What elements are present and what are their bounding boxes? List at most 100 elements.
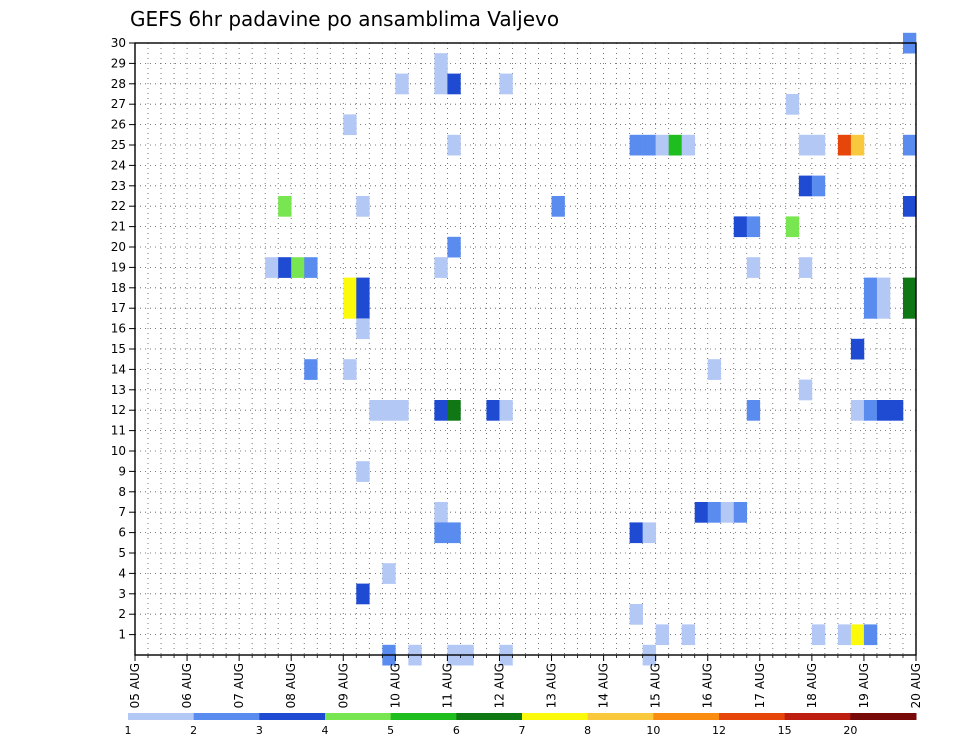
heatmap-cell: [733, 502, 748, 523]
heatmap-cell: [434, 400, 448, 421]
heatmap-cell: [902, 277, 917, 299]
heatmap-cell: [798, 379, 813, 401]
y-tick-label: 16: [111, 322, 126, 336]
heatmap-cell: [447, 400, 461, 421]
heatmap-cell: [447, 522, 461, 544]
colorbar-swatch: [325, 713, 392, 720]
colorbar-label: 12: [712, 724, 726, 737]
y-tick-label: 11: [111, 424, 126, 438]
colorbar-swatch: [456, 713, 523, 720]
heatmap-cell: [304, 257, 318, 278]
y-tick-label: 26: [111, 118, 126, 132]
y-tick-label: 20: [111, 240, 126, 254]
x-tick-label: 20 AUG: [909, 663, 923, 708]
heatmap-cell: [447, 236, 461, 258]
heatmap-cell: [902, 298, 917, 319]
heatmap-cell: [434, 522, 448, 544]
x-tick-label: 16 AUG: [701, 663, 715, 708]
x-tick-label: 09 AUG: [336, 663, 350, 708]
heatmap-cell: [304, 359, 318, 380]
heatmap-cell: [798, 134, 813, 156]
heatmap-cell: [837, 624, 852, 646]
heatmap-cell: [863, 400, 878, 421]
y-tick-label: 13: [111, 383, 126, 397]
heatmap-cell: [707, 359, 722, 380]
heatmap-cell: [811, 175, 826, 197]
heatmap-cell: [447, 73, 461, 95]
y-tick-label: 5: [118, 546, 126, 560]
colorbar-swatch: [784, 713, 851, 720]
heatmap-cell: [694, 502, 709, 523]
heatmap-cell: [863, 277, 878, 299]
x-tick-label: 06 AUG: [180, 663, 194, 708]
colorbar: 1 2 3 4 5 6 7 8 10 12 15 20: [125, 713, 917, 737]
y-tick-label: 21: [111, 220, 126, 234]
x-tick-label: 12 AUG: [492, 663, 506, 708]
y-tick-label: 14: [111, 362, 126, 376]
heatmap-cell: [798, 257, 813, 278]
y-tick-label: 3: [118, 587, 126, 601]
y-tick-label: 1: [118, 628, 126, 642]
heatmap-cell: [655, 624, 669, 646]
heatmap-cell: [876, 400, 891, 421]
colorbar-swatch: [522, 713, 589, 720]
colorbar-label: 15: [778, 724, 792, 737]
heatmap-cell: [499, 400, 513, 421]
heatmap-cell: [850, 134, 865, 156]
heatmap-cell: [642, 522, 656, 544]
y-tick-label: 4: [118, 566, 126, 580]
y-tick-label: 17: [111, 301, 126, 315]
heatmap-cell: [837, 134, 852, 156]
heatmap-cell: [733, 216, 748, 238]
grid: [135, 43, 916, 655]
heatmap-cell: [850, 624, 865, 646]
heatmap-cell: [798, 175, 813, 197]
heatmap-cell: [720, 502, 735, 523]
heatmap-cell: [629, 604, 643, 625]
colorbar-swatch: [193, 713, 260, 720]
x-tick-label: 10 AUG: [388, 663, 402, 708]
heatmap-cell: [434, 502, 448, 523]
x-tick-label: 11 AUG: [440, 663, 454, 708]
y-tick-label: 10: [111, 444, 126, 458]
heatmap-cell: [889, 400, 904, 421]
heatmap-cell: [746, 257, 761, 278]
colorbar-swatch: [850, 713, 917, 720]
heatmap-cell: [343, 277, 357, 299]
heatmap-cell: [278, 257, 292, 278]
heatmap-cell: [681, 624, 696, 646]
colorbar-label: 8: [584, 724, 591, 737]
y-tick-label: 29: [111, 56, 126, 70]
x-axis: 05 AUG 06 AUG 07 AUG 08 AUG 09 AUG 10 AUG 11 A…: [128, 655, 923, 708]
colorbar-swatch: [653, 713, 720, 720]
heatmap-cell: [356, 461, 370, 482]
heatmap-cell: [876, 277, 891, 299]
colorbar-swatch: [390, 713, 457, 720]
y-tick-label: 30: [111, 36, 126, 50]
heatmap-cell: [785, 94, 800, 115]
heatmap-cell: [850, 338, 865, 360]
x-tick-label: 07 AUG: [232, 663, 246, 708]
heatmap-cell: [850, 400, 865, 421]
y-tick-label: 23: [111, 179, 126, 193]
heatmap-cell: [382, 563, 396, 584]
y-axis: 1234567891011121314151617181920212223242…: [111, 36, 135, 642]
heatmap-cell: [902, 134, 917, 156]
chart-title: GEFS 6hr padavine po ansamblima Valjevo: [130, 7, 559, 31]
heatmap-cell: [369, 400, 383, 421]
colorbar-label: 6: [453, 724, 460, 737]
heatmap-cell: [434, 257, 448, 278]
heatmap-cell: [343, 359, 357, 380]
heatmap-cell: [278, 196, 292, 217]
heatmap-cell: [863, 624, 878, 646]
x-tick-label: 14 AUG: [597, 663, 611, 708]
colorbar-swatch: [587, 713, 654, 720]
heatmap-cell: [395, 400, 409, 421]
heatmap-cell: [356, 583, 370, 605]
heatmap-cell: [629, 522, 643, 544]
heatmap-cell: [382, 400, 396, 421]
y-tick-label: 25: [111, 138, 126, 152]
heatmap-cell: [486, 400, 500, 421]
heatmap-cell: [655, 134, 669, 156]
